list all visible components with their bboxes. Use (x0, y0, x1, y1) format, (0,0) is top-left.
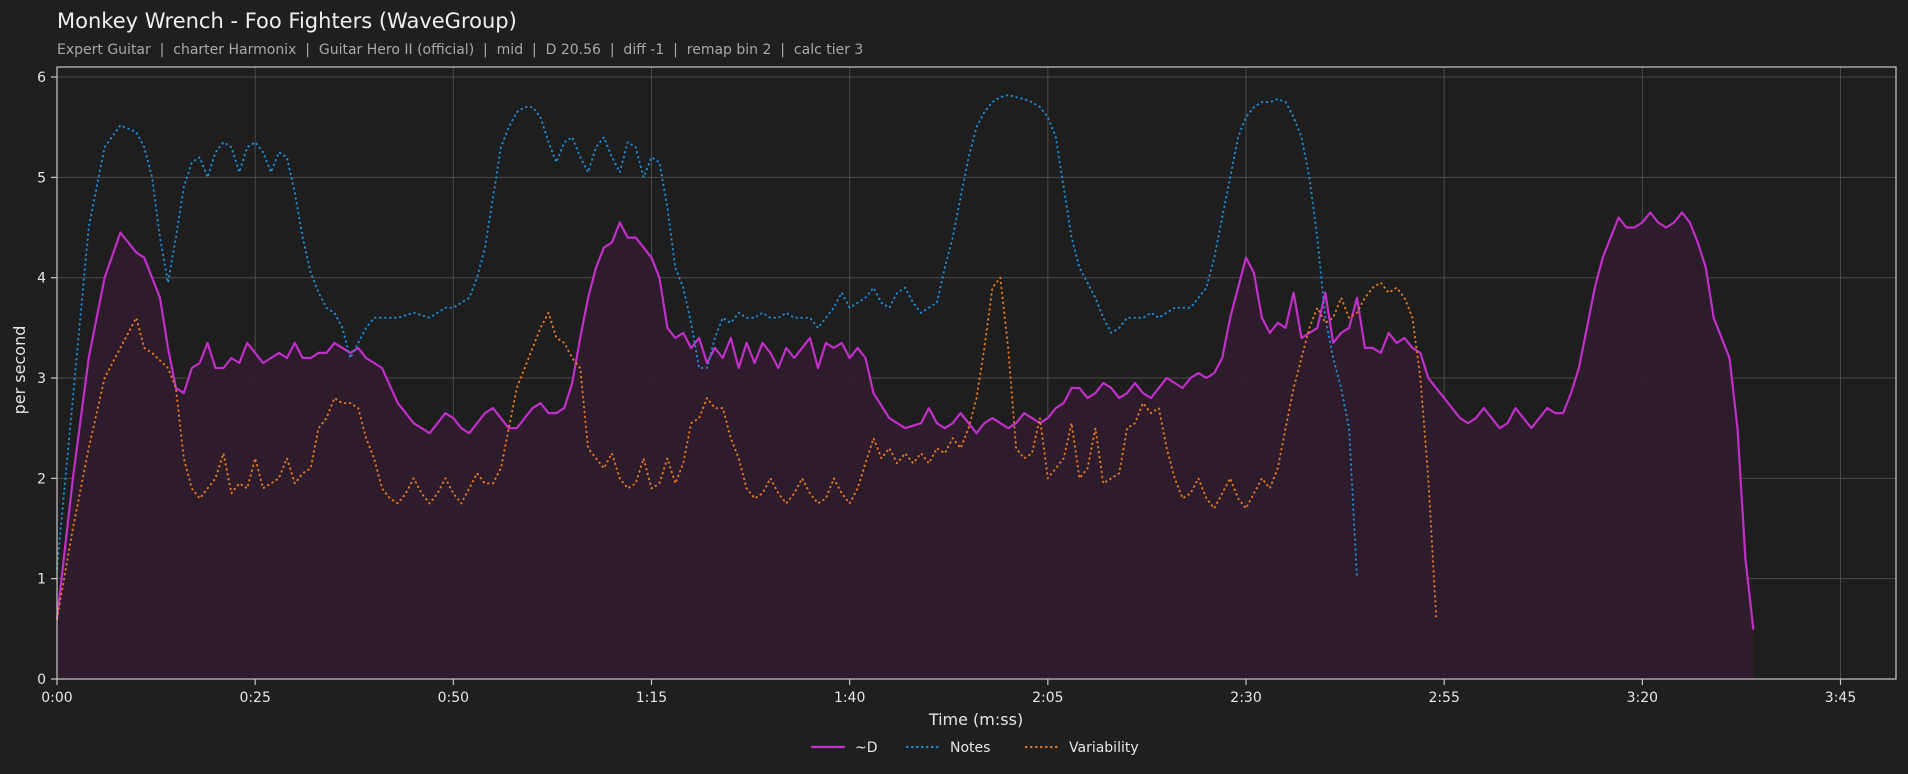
series-line-0 (55, 211, 1755, 630)
x-tick-label-1: 0:25 (239, 690, 270, 706)
x-tick-label-3: 1:15 (636, 690, 667, 706)
x-tick-label-7: 2:55 (1428, 690, 1459, 706)
y-tick-label-1: 1 (37, 572, 46, 588)
chart-subtitle: Expert Guitar | charter Harmonix | Guita… (57, 42, 863, 58)
series-fill-0 (57, 212, 1754, 679)
legend-label-0: ~D (855, 740, 878, 756)
y-axis-label: per second (10, 326, 29, 415)
y-tick-label-3: 3 (37, 371, 46, 387)
x-tick-label-2: 0:50 (438, 690, 469, 706)
series-line-1 (56, 94, 1358, 580)
x-axis-label: Time (m:ss) (928, 710, 1023, 729)
x-tick-label-4: 1:40 (834, 690, 865, 706)
x-tick-label-8: 3:20 (1627, 690, 1658, 706)
x-tick-label-6: 2:30 (1230, 690, 1261, 706)
legend-label-2: Variability (1069, 740, 1139, 756)
y-tick-label-5: 5 (37, 170, 46, 186)
x-tick-label-5: 2:05 (1032, 690, 1063, 706)
y-tick-label-6: 6 (37, 70, 46, 86)
legend-label-1: Notes (950, 740, 990, 756)
axes-frame (56, 66, 1897, 680)
x-tick-label-9: 3:45 (1825, 690, 1856, 706)
x-tick-label-0: 0:00 (41, 690, 72, 706)
chart-title: Monkey Wrench - Foo Fighters (WaveGroup) (57, 9, 517, 33)
legend: ~D Notes Variability (810, 740, 1139, 756)
y-tick-label-0: 0 (37, 672, 46, 688)
series-line-2 (56, 276, 1438, 620)
plot-area: 0:00 0:25 0:50 1:15 1:40 2:05 2:30 2:55 3:20 3:45… (37, 66, 1897, 706)
y-tick-label-4: 4 (37, 271, 46, 287)
y-tick-label-2: 2 (37, 471, 46, 487)
